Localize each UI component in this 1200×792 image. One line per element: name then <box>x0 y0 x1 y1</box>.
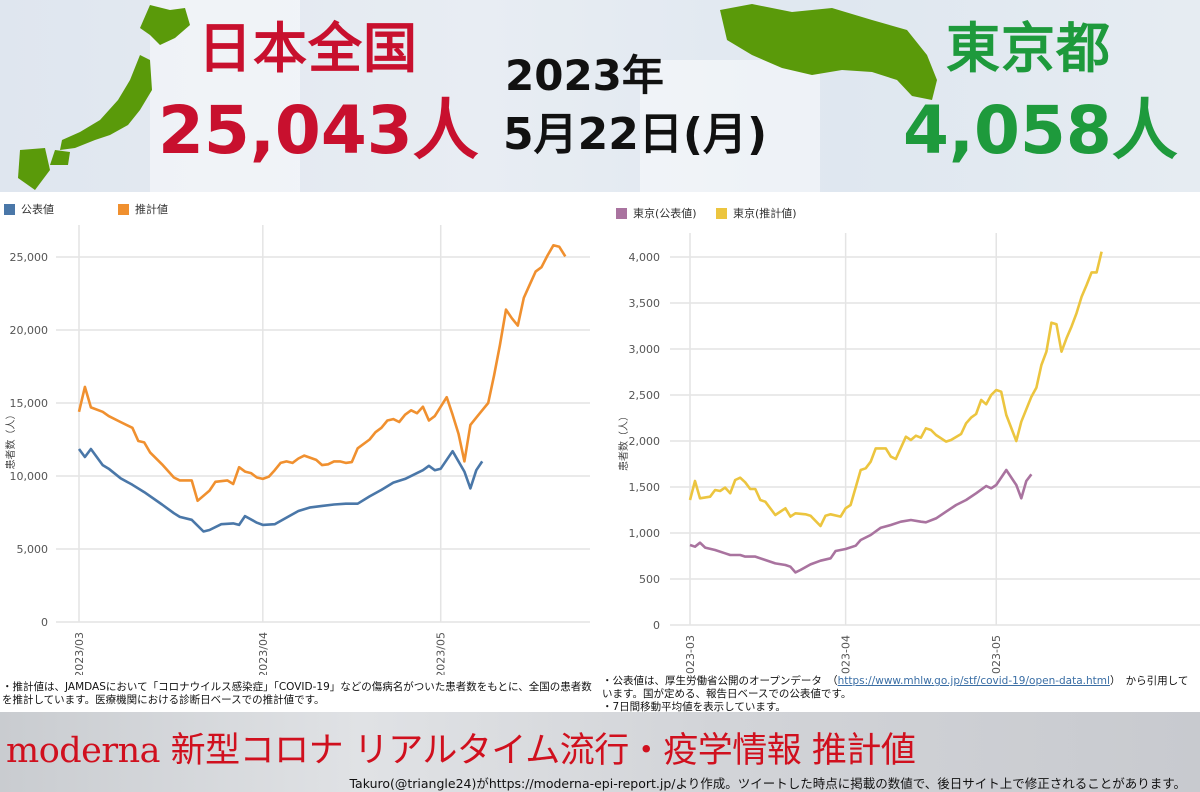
tokyo-line-chart: 0 500 1,000 1,500 2,000 2,500 3,000 3,500 4,000 2… <box>617 233 1200 675</box>
footer-credit: Takuro(@triangle24)がhttps://moderna-epi-… <box>349 776 1186 791</box>
legend-swatch <box>118 203 129 215</box>
series-line-estimate <box>688 251 1103 528</box>
japan-map-icon <box>18 5 190 190</box>
tokyo-count: 4,058人 <box>903 92 1178 169</box>
y-tick-label: 4,000 <box>629 251 661 264</box>
y-tick-label: 0 <box>41 616 48 629</box>
x-tick-label: 2023/05 <box>435 632 448 675</box>
date-day: 5月22日(月) <box>503 109 768 160</box>
legend-label: 東京(推計値) <box>733 207 797 220</box>
legend-label: 東京(公表値) <box>633 207 697 220</box>
y-tick-label: 10,000 <box>10 470 49 483</box>
footnote-text: ） から引用しています。国が定める、報告日ベースでの公表値です。 <box>602 675 1189 700</box>
y-tick-label: 5,000 <box>17 543 49 556</box>
y-tick-label: 2,500 <box>629 389 661 402</box>
header-banner: 日本全国 25,043人 2023年 5月22日(月) 東京都 4,058人 <box>0 0 1200 192</box>
y-tick-label: 1,500 <box>629 481 661 494</box>
y-tick-label: 25,000 <box>10 251 49 264</box>
background-building <box>640 60 820 192</box>
legend-item: 公表値 <box>4 201 54 217</box>
y-tick-label: 15,000 <box>10 397 49 410</box>
tokyo-title: 東京都 <box>946 17 1111 80</box>
legend-swatch <box>616 207 627 219</box>
legend-swatch <box>4 203 15 215</box>
legend-swatch <box>716 207 727 219</box>
y-tick-label: 20,000 <box>10 324 49 337</box>
y-axis-label: 患者数（人） <box>617 411 630 471</box>
x-tick-label: 2023-05 <box>990 635 1003 675</box>
tokyo-map-icon <box>720 4 937 100</box>
footnote-estimate: ・推計値は、JAMDASにおいて「コロナウイルス感染症」「COVID-19」など… <box>2 681 592 706</box>
footnote-text: ・公表値は、厚生労働省公開のオープンデータ （ <box>602 675 838 687</box>
date-year: 2023年 <box>505 51 664 100</box>
series-line-official <box>689 468 1033 574</box>
series-line-estimate <box>77 244 567 503</box>
national-title: 日本全国 <box>198 17 418 80</box>
footnote-moving-average: ・7日間移動平均値を表示しています。 <box>602 701 786 713</box>
y-tick-label: 3,500 <box>629 297 661 310</box>
legend-label: 公表値 <box>21 203 54 216</box>
y-tick-label: 1,000 <box>629 527 661 540</box>
tokyo-chart-panel: 東京(公表値) 東京(推計値) 0 500 1,000 1,500 2,000 2,500… <box>600 195 1200 713</box>
source-link[interactable]: https://www.mhlw.go.jp/stf/covid-19/open… <box>837 675 1110 687</box>
x-tick-label: 2023/04 <box>257 632 270 675</box>
legend-item: 推計値 <box>118 201 168 217</box>
x-tick-label: 2023-04 <box>840 635 853 675</box>
footer-banner: moderna 新型コロナ リアルタイム流行・疫学情報 推計値 Takuro(@… <box>0 712 1200 792</box>
national-chart-panel: 公表値 推計値 0 5,000 10,000 15,000 20,000 25,000 20… <box>0 195 600 710</box>
x-tick-label: 2023-03 <box>684 635 697 675</box>
series-line-official <box>77 447 484 533</box>
y-tick-label: 500 <box>639 573 660 586</box>
legend-item: 東京(推計値) <box>716 205 797 221</box>
footer-title: moderna 新型コロナ リアルタイム流行・疫学情報 推計値 <box>6 731 916 771</box>
x-tick-label: 2023/03 <box>73 632 86 675</box>
footnote-source: ・公表値は、厚生労働省公開のオープンデータ （https://www.mhlw.… <box>602 675 1198 714</box>
legend-item: 東京(公表値) <box>616 205 697 221</box>
national-count: 25,043人 <box>158 92 479 169</box>
y-tick-label: 2,000 <box>629 435 661 448</box>
y-axis-label: 患者数（人） <box>4 410 17 470</box>
national-line-chart: 0 5,000 10,000 15,000 20,000 25,000 2023/03 202… <box>4 225 590 675</box>
y-tick-label: 3,000 <box>629 343 661 356</box>
legend-label: 推計値 <box>135 203 168 216</box>
y-tick-label: 0 <box>653 619 660 632</box>
